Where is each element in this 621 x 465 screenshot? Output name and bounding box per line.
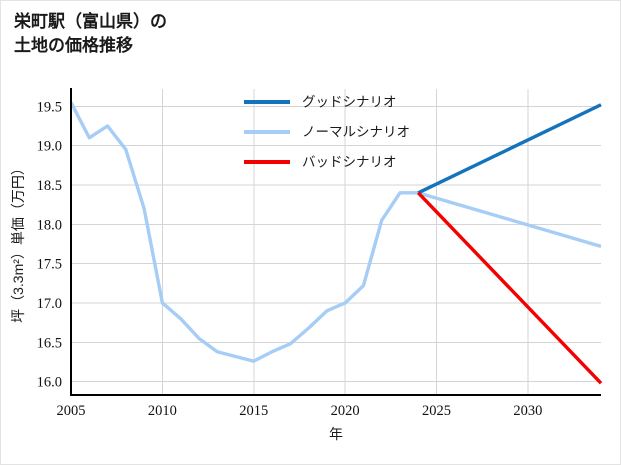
x-tick-labels-group: 2005 2010 2015 2020 2025 2030: [57, 403, 543, 419]
x-tick-label: 2030: [513, 403, 542, 419]
y-tick-labels-group: 16.0 16.5 17.0 17.5 18.0 18.5 19.0 19.5: [37, 99, 62, 390]
y-axis-title: 坪（3.3m²）単価（万円）: [10, 161, 26, 323]
y-tick-label: 16.5: [37, 335, 62, 351]
series-line-グッドシナリオ: [417, 103, 602, 195]
x-tick-label: 2005: [57, 403, 86, 419]
y-tick-label: 18.5: [37, 178, 62, 194]
y-tick-label: 19.0: [37, 139, 62, 155]
legend-label: グッドシナリオ: [302, 95, 397, 110]
series-line-バッドシナリオ: [417, 191, 603, 385]
y-tick-label: 18.0: [37, 217, 62, 233]
axis-titles-group: 年 坪（3.3m²）単価（万円）: [10, 161, 343, 442]
y-tick-label: 17.0: [37, 296, 62, 312]
x-tick-label: 2020: [331, 403, 360, 419]
x-tick-label: 2025: [422, 403, 451, 419]
y-tick-label: 16.0: [37, 375, 62, 391]
axis-spines-group: [69, 88, 601, 397]
series-group: [69, 101, 603, 385]
x-tick-label: 2010: [148, 403, 177, 419]
series-line-ノーマルシナリオ: [69, 101, 602, 363]
x-axis-title: 年: [329, 426, 343, 442]
legend-label: ノーマルシナリオ: [302, 125, 410, 140]
page-title: 栄町駅（富山県）の 土地の価格推移: [14, 12, 167, 55]
x-tick-label: 2015: [239, 403, 268, 419]
legend-label: バッドシナリオ: [302, 155, 397, 170]
y-tick-label: 19.5: [37, 99, 62, 115]
y-tick-label: 17.5: [37, 257, 62, 273]
